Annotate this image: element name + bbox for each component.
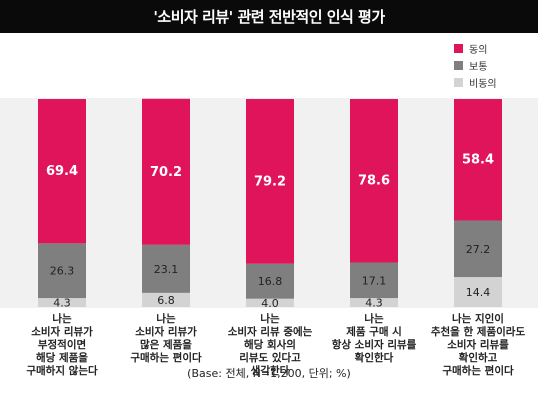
bar-segment-5-agree xyxy=(454,99,502,221)
data-label-4-agree: 78.6 xyxy=(358,174,390,189)
bar-segment-1-agree xyxy=(38,99,86,244)
legend-label: 동의 xyxy=(469,44,488,56)
data-label-5-disagree: 14.4 xyxy=(466,286,491,299)
bar-segment-3-disagree xyxy=(246,298,294,307)
data-label-3-disagree: 4.0 xyxy=(261,297,279,310)
legend-item-2: 보통 xyxy=(454,57,497,73)
category-label-4: 나는 제품 구매 시 항상 소비자 리뷰를 확인한다 xyxy=(331,313,417,364)
bar-segment-4-agree xyxy=(350,99,398,263)
category-label-1: 나는 소비자 리뷰가 부정적이면 해당 제품을 구매하지 않는다 xyxy=(26,313,98,377)
legend-swatch xyxy=(454,60,463,70)
data-label-1-agree: 69.4 xyxy=(46,164,78,179)
legend-swatch xyxy=(454,43,463,53)
bar-segment-5-neutral xyxy=(454,220,502,278)
bar-segment-3-neutral xyxy=(246,263,294,299)
data-label-2-disagree: 6.8 xyxy=(157,294,175,307)
category-label-5: 나는 지인이 추천을 한 제품이라도 소비자 리뷰를 확인하고 구매하는 편이다 xyxy=(430,313,526,377)
data-label-1-neutral: 26.3 xyxy=(50,265,75,278)
bar-segment-5-disagree xyxy=(454,277,502,307)
data-label-4-neutral: 17.1 xyxy=(362,274,387,287)
bar-segment-4-disagree xyxy=(350,298,398,307)
bar-segment-2-agree xyxy=(142,98,190,245)
data-label-5-agree: 58.4 xyxy=(462,153,494,168)
data-label-5-neutral: 27.2 xyxy=(466,243,491,256)
data-label-3-neutral: 16.8 xyxy=(258,275,283,288)
chart-title: '소비자 리뷰' 관련 전반적인 인식 평가 xyxy=(0,0,538,33)
bar-segment-3-agree xyxy=(246,99,294,264)
legend-item-3: 비동의 xyxy=(454,74,497,90)
bar-segment-1-neutral xyxy=(38,243,86,299)
data-label-3-agree: 79.2 xyxy=(254,174,286,189)
bar-segment-1-disagree xyxy=(38,298,86,307)
legend-item-1: 동의 xyxy=(454,40,497,56)
data-label-2-neutral: 23.1 xyxy=(154,263,179,276)
legend-label: 비동의 xyxy=(469,78,497,90)
legend-label: 보통 xyxy=(469,61,488,73)
data-label-1-disagree: 4.3 xyxy=(53,297,71,310)
data-label-4-disagree: 4.3 xyxy=(365,297,383,310)
legend-swatch xyxy=(454,77,463,87)
category-label-2: 나는 소비자 리뷰가 많은 제품을 구매하는 편이다 xyxy=(130,313,202,364)
data-label-2-agree: 70.2 xyxy=(150,165,182,180)
category-label-3: 나는 소비자 리뷰 중에는 해당 회사의 리뷰도 있다고 생각한다 xyxy=(227,313,313,377)
bar-segment-2-neutral xyxy=(142,244,190,293)
bar-segment-4-neutral xyxy=(350,262,398,299)
footnote: (Base: 전체, N=1,200, 단위; %) xyxy=(187,367,351,380)
bar-segment-2-disagree xyxy=(142,292,190,307)
